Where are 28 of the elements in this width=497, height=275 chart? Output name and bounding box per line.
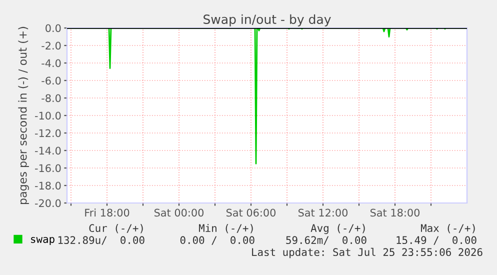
x-tick-label: Sat 18:00 bbox=[370, 208, 420, 217]
y-tick-label: -2.0 bbox=[42, 42, 61, 50]
x-tick-label: Sat 12:00 bbox=[298, 208, 348, 217]
text: 15.49 / 0.00 bbox=[396, 236, 476, 245]
x-tick-label: Fri 18:00 bbox=[85, 208, 130, 217]
x-tick-label: Sat 00:00 bbox=[154, 208, 204, 217]
legend-label: swap bbox=[31, 237, 54, 245]
text: Avg (-/+) bbox=[310, 224, 365, 234]
y-tick-label: -16.0 bbox=[35, 164, 61, 172]
y-axis-title: pages per second in (-) / out (+) bbox=[18, 26, 29, 204]
text: Last update: Sat Jul 25 23:55:06 2026 bbox=[252, 248, 482, 258]
text: Cur (-/+) bbox=[89, 224, 143, 234]
text: Max (-/+) bbox=[420, 224, 475, 234]
text: 0.00 / 0.00 bbox=[180, 236, 254, 245]
y-tick-label: -12.0 bbox=[35, 129, 61, 138]
y-tick-label: -4.0 bbox=[42, 59, 61, 68]
y-tick-label: 0.0 bbox=[46, 24, 61, 32]
text: 132.89u/ 0.00 bbox=[58, 236, 144, 245]
y-tick-label: -6.0 bbox=[42, 76, 61, 85]
chart-title: Swap in/out - by day bbox=[204, 14, 331, 26]
y-tick-label: -20.0 bbox=[35, 199, 61, 208]
y-tick-label: -18.0 bbox=[35, 182, 61, 190]
y-tick-label: -8.0 bbox=[42, 94, 61, 102]
y-tick-label: -10.0 bbox=[35, 112, 61, 120]
text: Min (-/+) bbox=[198, 224, 253, 234]
text: 59.62m/ 0.00 bbox=[286, 236, 366, 245]
x-tick-label: Sat 06:00 bbox=[226, 208, 276, 217]
y-tick-label: -14.0 bbox=[35, 146, 61, 155]
